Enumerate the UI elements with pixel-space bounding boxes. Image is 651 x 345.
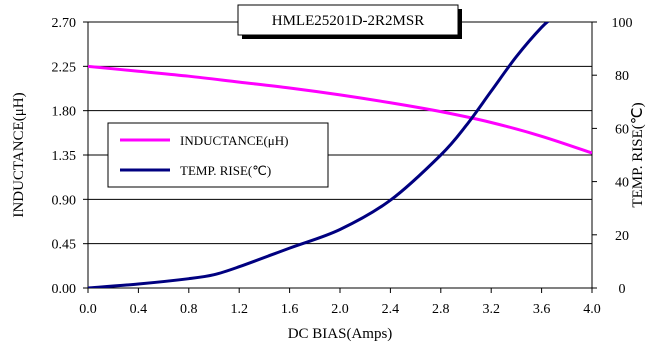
y2-tick-label: 60 <box>615 122 629 137</box>
y2-tick-label: 100 <box>612 16 633 31</box>
series-line-temp-rise <box>88 22 550 288</box>
x-tick-label: 0.8 <box>180 302 198 317</box>
series-lines <box>88 22 592 288</box>
title-box <box>237 4 459 36</box>
y-tick-label: 1.35 <box>52 149 77 164</box>
x-tick-label: 1.6 <box>281 302 299 317</box>
y-tick-label: 1.80 <box>52 105 77 120</box>
x-tick-label: 0.0 <box>79 302 97 317</box>
y-axis-title-left: INDUCTANCE(μH) <box>11 92 27 217</box>
x-tick-label: 2.0 <box>331 302 349 317</box>
y-axis-title-right: TEMP. RISE(℃) <box>630 102 646 207</box>
x-tick-label: 0.4 <box>130 302 148 317</box>
x-tick-label: 2.4 <box>382 302 400 317</box>
legend-label-temp-rise: TEMP. RISE(℃) <box>180 163 271 178</box>
y-tick-label: 0.90 <box>52 193 77 208</box>
y-tick-label: 2.70 <box>52 16 77 31</box>
x-axis-title: DC BIAS(Amps) <box>288 326 393 342</box>
y-tick-label: 0.45 <box>52 238 77 253</box>
y2-tick-label: 40 <box>615 176 629 191</box>
x-tick-label: 4.0 <box>583 302 601 317</box>
x-tick-label: 3.6 <box>533 302 551 317</box>
legend-label-inductance: INDUCTANCE(μH) <box>180 133 288 148</box>
x-ticks: 0.0 0.4 0.8 1.2 1.6 2.0 2.4 2.8 3.2 3.6 4.0 <box>79 288 601 317</box>
y-tick-label: 2.25 <box>52 60 77 75</box>
series-line-inductance <box>88 64 592 155</box>
x-tick-label: 1.2 <box>230 302 248 317</box>
legend-box <box>107 122 329 188</box>
y-ticks-right: 0 20 40 60 80 100 <box>592 16 633 297</box>
y2-tick-label: 20 <box>615 229 629 244</box>
y2-tick-label: 80 <box>615 69 629 84</box>
x-tick-label: 2.8 <box>432 302 450 317</box>
y2-tick-label: 0 <box>619 282 626 297</box>
y-tick-label: 0.00 <box>52 282 77 297</box>
x-tick-label: 3.2 <box>482 302 500 317</box>
chart-title: HMLE25201D-2R2MSR <box>272 13 425 29</box>
y-ticks-left: 0.00 0.45 0.90 1.35 1.80 2.25 2.70 <box>52 16 88 297</box>
